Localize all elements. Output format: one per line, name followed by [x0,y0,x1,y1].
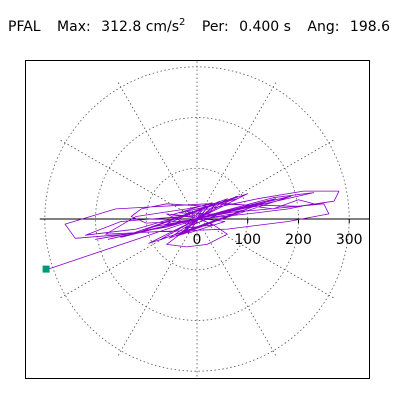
max-label: Max: [57,19,91,35]
motion-trace [46,190,340,270]
radial-axis: 0 100 200 300 [40,218,370,248]
tick-label: 0 [193,232,202,248]
grid-spoke [196,218,335,299]
tick-label: 100 [234,232,261,248]
period-value: 0.400 s [239,19,291,35]
grid-spoke [117,81,198,220]
grid-spoke [196,218,277,357]
angle-value: 198.6 [349,19,391,35]
chart-title: PFAL Max: 312.8 cm/s2 Per: 0.400 s Ang: … [8,16,390,38]
tick-label: 300 [336,232,363,248]
grid-spoke [59,139,198,220]
period-label: Per: [201,19,229,35]
max-unit-exponent: 2 [179,17,186,28]
grid-spoke [59,218,198,299]
grid-spoke [196,139,335,220]
max-marker-square [42,265,50,273]
grid-spoke [117,218,198,357]
max-marker [42,265,50,273]
tick-label: 200 [285,232,312,248]
angle-label: Ang: [307,19,340,35]
max-value: 312.8 cm/s [101,19,180,35]
grid-spoke [196,81,277,220]
station-name: PFAL [8,19,41,35]
trace-line [46,190,340,270]
